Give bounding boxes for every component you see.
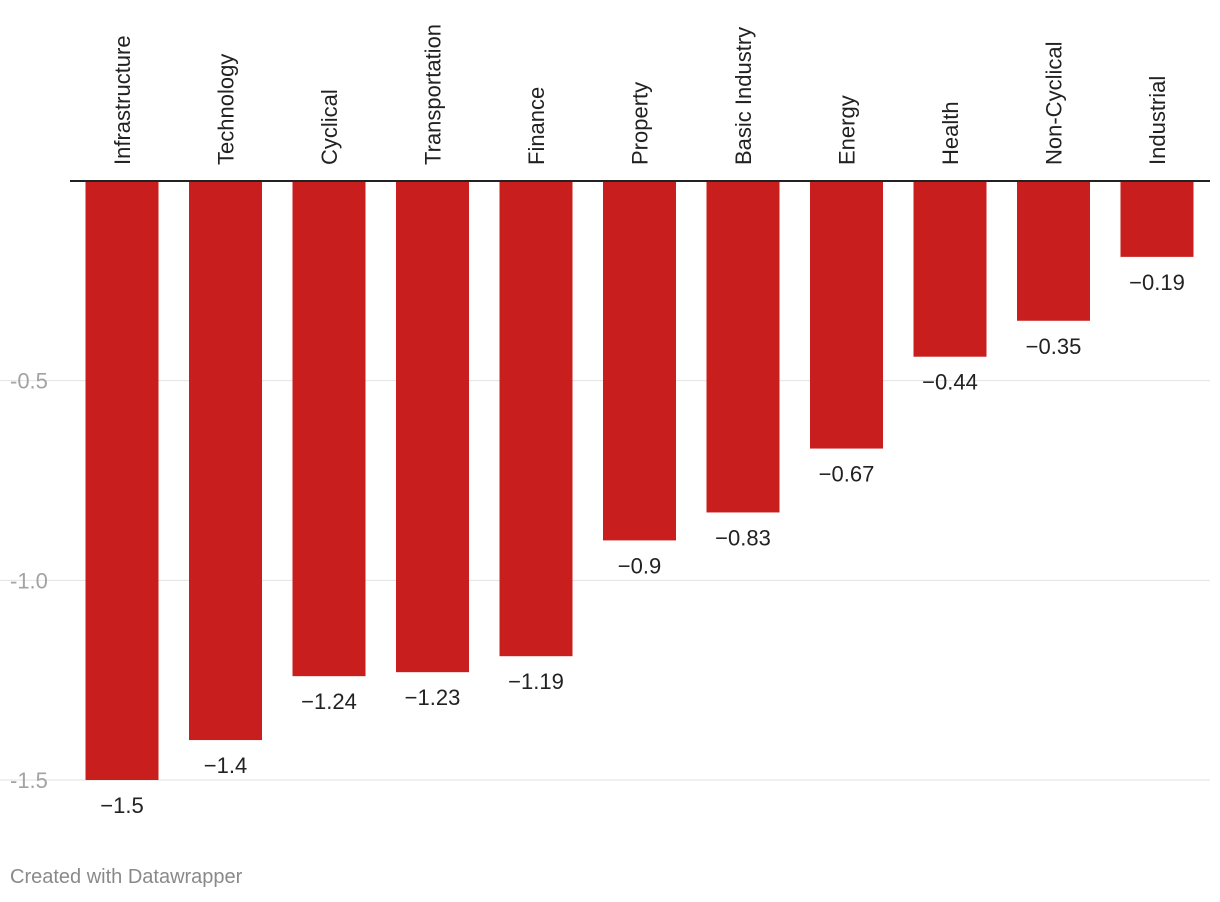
category-label: Non-Cyclical: [1042, 42, 1067, 165]
y-tick-label: -1.5: [10, 768, 48, 793]
category-label: Finance: [524, 87, 549, 165]
value-label: −0.9: [618, 553, 661, 578]
category-label: Property: [628, 82, 653, 165]
category-label: Health: [938, 101, 963, 165]
value-label: −1.23: [405, 685, 461, 710]
value-label: −1.24: [301, 689, 357, 714]
value-label: −1.5: [100, 793, 143, 818]
category-label: Transportation: [421, 24, 446, 165]
bar: [810, 181, 883, 449]
bar: [603, 181, 676, 541]
value-label: −0.44: [922, 370, 978, 395]
bar: [706, 181, 780, 513]
bar: [85, 181, 159, 780]
bar: [913, 181, 987, 357]
bar: [189, 181, 262, 741]
y-tick-label: -1.0: [10, 568, 48, 593]
value-label: −0.19: [1129, 270, 1185, 295]
credit-text: Created with Datawrapper: [10, 866, 243, 888]
bar: [396, 181, 469, 673]
value-label: −0.67: [819, 462, 875, 487]
value-label: −0.35: [1026, 334, 1082, 359]
bar: [292, 181, 366, 677]
category-label: Energy: [835, 95, 860, 165]
value-label: −1.19: [508, 669, 564, 694]
bar: [499, 181, 573, 657]
category-label: Basic Industry: [731, 27, 756, 165]
value-label: −1.4: [204, 753, 247, 778]
category-label: Industrial: [1145, 76, 1170, 165]
bars: [85, 181, 1194, 780]
bar-chart: -0.5 -1.0 -1.5 Infrastructure −1.5 Technology…: [0, 24, 1210, 818]
bar: [1120, 181, 1194, 257]
category-label: Cyclical: [317, 89, 342, 165]
value-label: −0.83: [715, 525, 771, 550]
y-tick-label: -0.5: [10, 369, 48, 394]
category-label: Technology: [214, 54, 239, 165]
category-label: Infrastructure: [110, 35, 135, 165]
bar: [1017, 181, 1090, 321]
labels: -0.5 -1.0 -1.5 Infrastructure −1.5 Technology…: [10, 24, 1185, 818]
